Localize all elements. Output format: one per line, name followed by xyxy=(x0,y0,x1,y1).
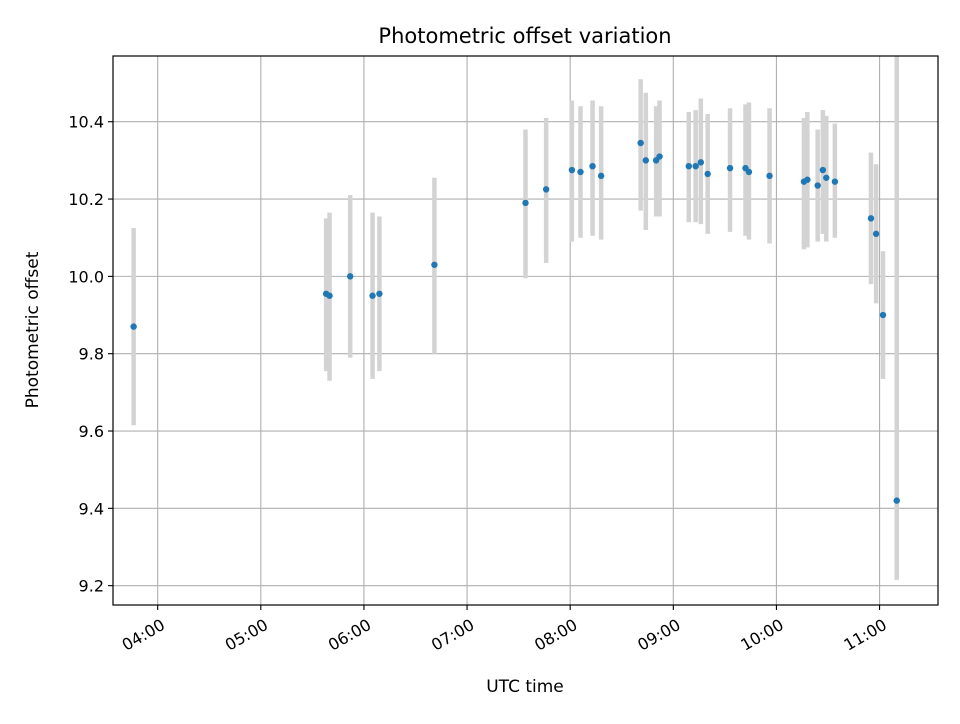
data-point xyxy=(376,290,383,297)
data-point xyxy=(130,323,137,330)
data-point xyxy=(597,172,605,180)
x-axis-label: UTC time xyxy=(486,677,564,697)
data-point xyxy=(685,162,692,170)
data-point xyxy=(431,261,438,268)
y-tick-label: 9.4 xyxy=(79,499,104,518)
data-point xyxy=(867,215,875,222)
data-point xyxy=(369,292,376,299)
data-point xyxy=(326,292,333,299)
data-point xyxy=(346,273,354,280)
y-tick-label: 10.4 xyxy=(68,113,104,132)
data-point xyxy=(697,159,705,166)
data-point xyxy=(589,162,596,170)
data-point xyxy=(637,139,644,147)
y-tick-label: 9.6 xyxy=(79,422,104,441)
data-point xyxy=(745,168,753,176)
data-point xyxy=(704,170,711,178)
data-point xyxy=(766,172,773,180)
data-point xyxy=(804,176,811,183)
data-point xyxy=(522,199,529,207)
data-point xyxy=(819,166,827,174)
point-layer xyxy=(130,139,900,504)
y-tick-label: 10.2 xyxy=(68,190,104,209)
data-point xyxy=(692,162,699,170)
data-point xyxy=(823,174,830,181)
data-point xyxy=(542,186,550,193)
data-point xyxy=(831,178,839,185)
data-point xyxy=(893,497,900,504)
data-point xyxy=(642,157,650,164)
y-axis: 9.2 9.4 9.6 9.8 10.0 10.2 10.4 xyxy=(68,113,113,596)
data-point xyxy=(879,311,887,319)
y-tick-label: 9.2 xyxy=(79,577,104,596)
y-axis-label: Photometric offset xyxy=(23,251,43,408)
chart-title: Photometric offset variation xyxy=(378,24,671,48)
data-point xyxy=(726,164,734,172)
plot-frame xyxy=(112,55,939,606)
data-point xyxy=(814,182,821,189)
y-tick-label: 9.8 xyxy=(79,345,104,364)
data-point xyxy=(577,168,584,176)
data-point xyxy=(656,153,663,160)
y-tick-label: 10.0 xyxy=(68,267,104,286)
data-point xyxy=(568,166,576,174)
data-point xyxy=(872,230,880,238)
